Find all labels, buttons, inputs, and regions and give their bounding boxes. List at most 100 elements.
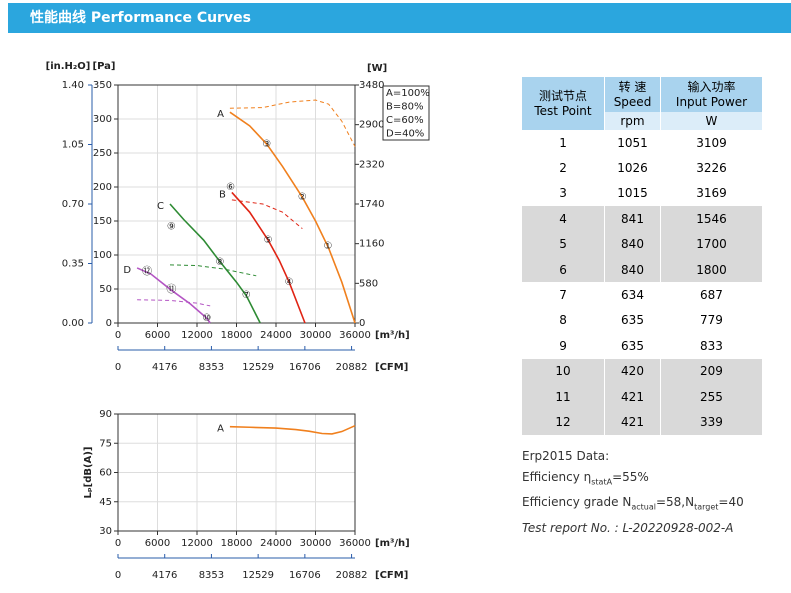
x-tick-label: 12000	[181, 330, 213, 341]
x2-axis-label: [CFM]	[375, 362, 408, 373]
plot-frame	[117, 84, 356, 324]
cell: 5	[520, 231, 605, 257]
cell: 1700	[659, 231, 762, 257]
cell: 7	[520, 282, 605, 308]
header-cell: 测试节点 Test Point	[520, 77, 605, 130]
curve	[169, 203, 261, 324]
y3-tick-label: 1.40	[62, 80, 84, 91]
cell: 8	[520, 307, 605, 334]
data-row: 9 635 833	[520, 333, 762, 359]
t: =55%	[612, 470, 649, 484]
cell: 1546	[659, 206, 762, 232]
data-row: 3 1015 3169	[520, 180, 762, 207]
test-point: ⑤	[264, 235, 273, 246]
cell: 635	[604, 333, 661, 359]
y2-tick-label: 2320	[359, 159, 384, 170]
y3-tick-label: 0.35	[62, 259, 84, 270]
x-tick-label: 24000	[260, 330, 292, 341]
curve	[231, 191, 306, 324]
y3-tick-label: 0.00	[62, 318, 84, 329]
header-text: 转 速	[618, 79, 647, 94]
cell: 1015	[604, 180, 661, 207]
cell: 635	[604, 307, 661, 334]
header-text: Input Power	[675, 94, 748, 109]
x2-tick-label: 12529	[242, 362, 274, 373]
power-curve	[229, 99, 356, 147]
cell: 833	[659, 333, 762, 359]
x-tick-label: 18000	[221, 330, 253, 341]
y-tick-label: 150	[93, 216, 112, 227]
data-row: 11 421 255	[520, 383, 762, 410]
y-tick-label: 75	[99, 438, 112, 449]
curve	[229, 424, 356, 435]
test-point: ⑧	[216, 257, 225, 268]
cell: 840	[604, 256, 661, 283]
cell: 1051	[604, 130, 661, 156]
x2-tick-label: 4176	[152, 570, 177, 581]
cell: 209	[659, 358, 762, 384]
cell: 634	[604, 282, 661, 308]
power-curve	[137, 299, 211, 307]
y-axis-label: Lₚ[dB(A)]	[83, 447, 94, 499]
data-row: 7 634 687	[520, 282, 762, 308]
header-row: 测试节点 Test Point 转 速 Speed 输入功率 Input Power	[520, 77, 762, 130]
y-tick-label: 300	[93, 114, 112, 125]
data-row: 10 420 209	[520, 358, 762, 384]
erp-data: Erp2015 Data: Efficiency ηstatA=55% Effi…	[522, 446, 744, 539]
cell: 6	[520, 256, 605, 283]
data-row: 5 840 1700	[520, 231, 762, 257]
x-tick-label: 6000	[145, 538, 170, 549]
header-text: Test Point	[534, 103, 592, 118]
erp-title: Erp2015 Data:	[522, 449, 610, 463]
curve-label: B	[219, 189, 226, 200]
test-table: 测试节点 Test Point 转 速 Speed 输入功率 Input Power rpm…	[520, 77, 762, 435]
test-point: ④	[285, 277, 294, 288]
curve-label: C	[157, 201, 164, 212]
x-tick-label: 30000	[300, 330, 332, 341]
cell: 10	[520, 358, 605, 384]
data-row: 1 1051 3109	[520, 130, 762, 156]
plot-frame	[117, 413, 356, 532]
cell: 3226	[659, 155, 762, 181]
cell: 1026	[604, 155, 661, 181]
legend-entry: A=100%	[386, 88, 430, 99]
cell: 421	[604, 383, 661, 410]
cell: 840	[604, 231, 661, 257]
y-tick-label: 0	[106, 318, 112, 329]
x2-tick-label: 16706	[289, 570, 321, 581]
cell: 255	[659, 383, 762, 410]
y-axis-label: [Pa]	[93, 61, 116, 72]
y3-axis-label: [in.H₂O]	[46, 61, 91, 72]
cell: 779	[659, 307, 762, 334]
x2-tick-label: 0	[115, 570, 121, 581]
x2-tick-label: 20882	[336, 570, 368, 581]
y-tick-label: 100	[93, 250, 112, 261]
cell: 3	[520, 180, 605, 207]
y2-axis-label: [W]	[367, 63, 387, 74]
curve-label: D	[123, 265, 131, 276]
t: Efficiency grade N	[522, 495, 632, 510]
t: target	[694, 502, 719, 512]
y-tick-label: 350	[93, 80, 112, 91]
curve	[229, 111, 356, 324]
y3-tick-label: 1.05	[62, 140, 84, 151]
curve-label: A	[217, 109, 224, 120]
data-row: 8 635 779	[520, 307, 762, 334]
data-row: 12 421 339	[520, 409, 762, 435]
test-point: ⑥	[226, 182, 235, 193]
test-point: ②	[298, 192, 307, 203]
t: statA	[591, 477, 613, 487]
x-tick-label: 12000	[181, 538, 213, 549]
cell: 420	[604, 358, 661, 384]
x2-tick-label: 20882	[336, 362, 368, 373]
curve	[136, 267, 211, 324]
y2-tick-label: 580	[359, 278, 378, 289]
x-axis-label: [m³/h]	[375, 330, 410, 341]
cell: 687	[659, 282, 762, 308]
erp-report: Test report No. : L-20220928-002-A	[522, 520, 734, 535]
x2-tick-label: 0	[115, 362, 121, 373]
test-point: ③	[262, 139, 271, 150]
y2-tick-label: 0	[359, 318, 365, 329]
